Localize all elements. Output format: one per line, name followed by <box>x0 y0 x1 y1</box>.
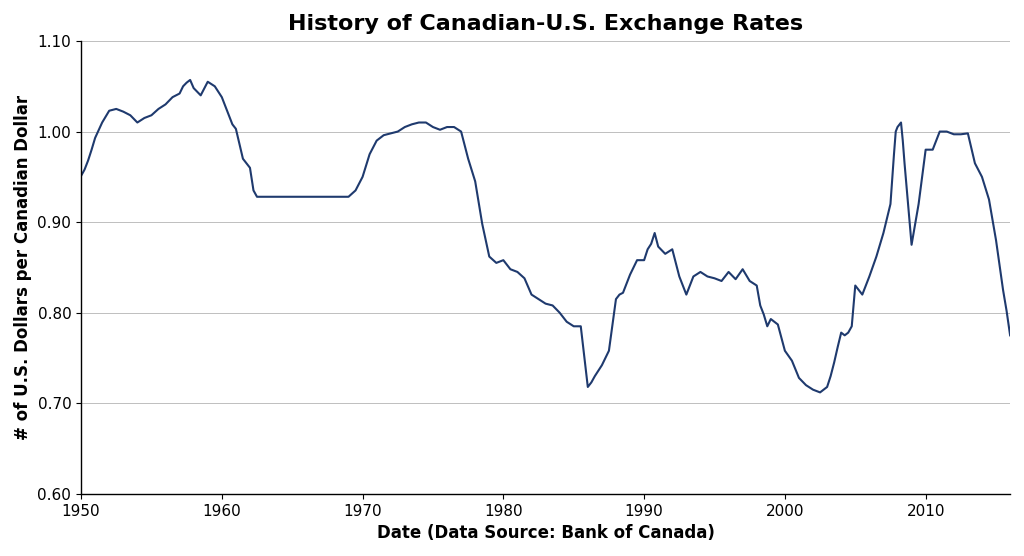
Title: History of Canadian-U.S. Exchange Rates: History of Canadian-U.S. Exchange Rates <box>288 14 803 34</box>
X-axis label: Date (Data Source: Bank of Canada): Date (Data Source: Bank of Canada) <box>377 524 715 542</box>
Y-axis label: # of U.S. Dollars per Canadian Dollar: # of U.S. Dollars per Canadian Dollar <box>14 95 32 440</box>
